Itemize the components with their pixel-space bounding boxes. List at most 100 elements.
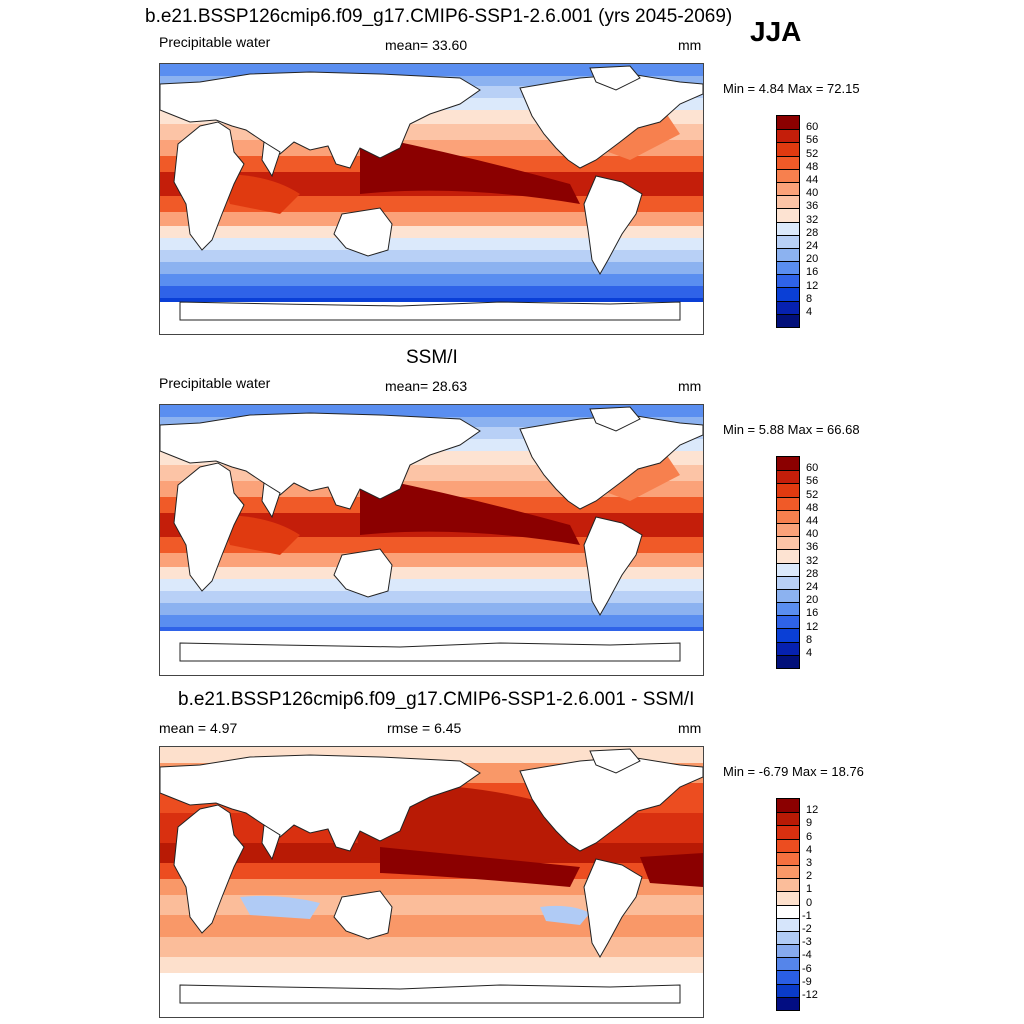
colorbar-tick-label: 60 xyxy=(806,121,819,134)
continent-outline xyxy=(583,516,643,617)
colorbar-swatch xyxy=(777,195,799,209)
colorbar-swatch xyxy=(777,142,799,156)
continent-outline xyxy=(519,414,703,510)
colorbar-swatch xyxy=(777,602,799,616)
field-band xyxy=(160,567,703,579)
continent-outline xyxy=(583,858,643,959)
colorbar-swatch xyxy=(777,641,799,655)
continent-outline xyxy=(333,548,393,598)
colorbar-tick-label: 0 xyxy=(806,896,813,909)
colorbar-tick-label: -3 xyxy=(802,936,812,949)
colorbar-tick-label: 16 xyxy=(806,607,819,620)
colorbar-swatch xyxy=(777,247,799,262)
colorbar-swatch xyxy=(777,168,799,182)
field-region xyxy=(380,847,580,887)
colorbar-tick-label: 9 xyxy=(806,817,813,830)
field-band xyxy=(160,286,703,298)
colorbar-swatch xyxy=(777,970,799,984)
panel-1-variable-label: Precipitable water xyxy=(159,34,271,50)
continent-outline xyxy=(261,141,281,178)
colorbar-swatch xyxy=(777,812,799,826)
colorbar-swatch xyxy=(777,562,799,576)
field-band xyxy=(160,212,703,226)
colorbar-tick-label: -6 xyxy=(802,962,812,975)
colorbar-tick-label: 48 xyxy=(806,160,819,173)
field-band xyxy=(160,937,703,957)
colorbar-swatch xyxy=(777,930,799,945)
colorbar-swatch xyxy=(777,878,799,892)
colorbar-tick-label: -1 xyxy=(802,909,812,922)
colorbar-tick-label: 52 xyxy=(806,488,819,501)
field-band xyxy=(160,274,703,286)
colorbar-swatch xyxy=(777,496,799,510)
colorbar-tick-label: 16 xyxy=(806,266,819,279)
field-band xyxy=(160,238,703,250)
field-band xyxy=(160,553,703,567)
colorbar-tick-label: 3 xyxy=(806,857,813,869)
colorbar-swatch xyxy=(777,274,799,288)
field-band xyxy=(160,591,703,603)
panel-2-minmax-label: Min = 5.88 Max = 66.68 xyxy=(723,422,860,437)
colorbar-swatch xyxy=(777,917,799,931)
continent-outline xyxy=(333,890,393,940)
panel-3-units-label: mm xyxy=(678,720,702,736)
panel-3-minmax-label: Min = -6.79 Max = 18.76 xyxy=(723,764,864,779)
colorbar-tick-label: 56 xyxy=(806,475,819,488)
colorbar-tick-label: 4 xyxy=(806,306,813,318)
colorbar-swatch xyxy=(777,181,799,196)
colorbar-swatch xyxy=(777,313,799,327)
colorbar-swatch xyxy=(777,522,799,537)
colorbar-tick-label: 12 xyxy=(806,804,819,817)
panel-3-colorbar xyxy=(776,798,800,1012)
panel-1-units-label: mm xyxy=(678,37,702,53)
colorbar-swatch xyxy=(777,628,799,642)
colorbar-tick-label: 40 xyxy=(806,187,819,200)
colorbar-swatch xyxy=(777,575,799,589)
colorbar-swatch xyxy=(777,208,799,222)
colorbar-tick-label: 36 xyxy=(806,541,819,554)
continent-outline xyxy=(261,482,281,519)
colorbar-swatch xyxy=(777,300,799,314)
panel-2-units-label: mm xyxy=(678,378,702,394)
colorbar-tick-label: 2 xyxy=(806,870,813,883)
colorbar-tick-label: -12 xyxy=(802,989,818,1001)
continent-outline xyxy=(333,207,393,257)
colorbar-tick-label: 1 xyxy=(806,883,813,896)
field-band xyxy=(160,226,703,238)
colorbar-swatch xyxy=(777,221,799,235)
continent-outline xyxy=(589,65,641,91)
continent-outline xyxy=(179,642,681,662)
colorbar-swatch xyxy=(777,549,799,563)
colorbar-swatch xyxy=(777,904,799,918)
panel-1-minmax-label: Min = 4.84 Max = 72.15 xyxy=(723,81,860,96)
colorbar-tick-label: 24 xyxy=(806,240,819,252)
continent-outline xyxy=(519,73,703,169)
colorbar-swatch xyxy=(777,588,799,603)
continent-outline xyxy=(160,754,481,852)
colorbar-tick-label: 4 xyxy=(806,647,813,659)
panel-3-title: b.e21.BSSP126cmip6.f09_g17.CMIP6-SSP1-2.… xyxy=(178,689,695,710)
continent-outline xyxy=(179,984,681,1004)
field-band xyxy=(160,603,703,615)
field-band xyxy=(160,615,703,627)
colorbar-swatch xyxy=(777,536,799,550)
continent-outline xyxy=(160,412,481,510)
panel-1-mean-label: mean= 33.60 xyxy=(385,37,468,53)
colorbar-swatch xyxy=(777,615,799,629)
panel-1-title: b.e21.BSSP126cmip6.f09_g17.CMIP6-SSP1-2.… xyxy=(145,6,733,27)
panel-1-colorbar xyxy=(776,115,800,329)
panel-2-title: SSM/I xyxy=(406,347,458,368)
field-region xyxy=(360,475,580,545)
field-band xyxy=(160,262,703,274)
colorbar-tick-label: 12 xyxy=(806,620,819,633)
colorbar-tick-label: 4 xyxy=(806,843,813,856)
colorbar-swatch xyxy=(777,261,799,275)
colorbar-tick-label: 44 xyxy=(806,515,819,527)
field-band xyxy=(160,957,703,973)
field-band xyxy=(160,579,703,591)
field-region xyxy=(240,895,320,919)
colorbar-tick-label: 12 xyxy=(806,279,819,292)
panel-2-mean-label: mean= 28.63 xyxy=(385,378,468,394)
colorbar-swatch xyxy=(777,838,799,852)
colorbar-tick-label: 44 xyxy=(806,174,819,186)
